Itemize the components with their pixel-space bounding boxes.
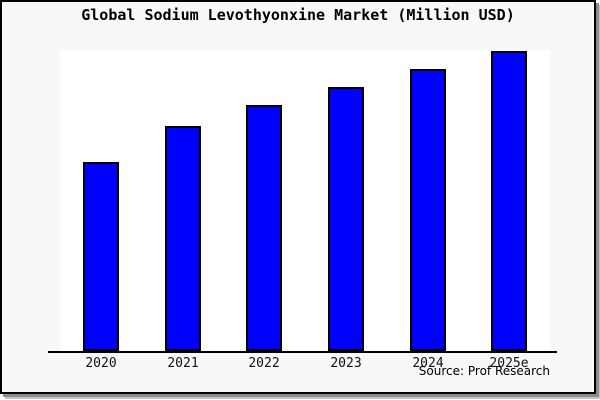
bar-2022 [246,105,282,351]
chart-title: Global Sodium Levothyonxine Market (Mill… [81,6,515,24]
x-tick-label-2022: 2022 [248,356,280,371]
x-tick-label-2023: 2023 [330,356,362,371]
source-credit: Source: Prof Research [418,364,550,378]
bar-2025e [491,51,527,351]
x-tick-label-2020: 2020 [85,356,117,371]
bar-2024 [410,69,446,351]
x-tick-label-2021: 2021 [167,356,199,371]
plot-area [60,50,550,351]
bar-2021 [165,126,201,351]
bar-2023 [328,87,364,351]
x-tick-label-2024: 2024 [412,356,444,371]
x-axis-line [48,351,557,353]
chart-frame: Global Sodium Levothyonxine Market (Mill… [0,0,596,394]
x-tick-label-2025e: 2025e [489,356,529,371]
bar-2020 [83,162,119,351]
